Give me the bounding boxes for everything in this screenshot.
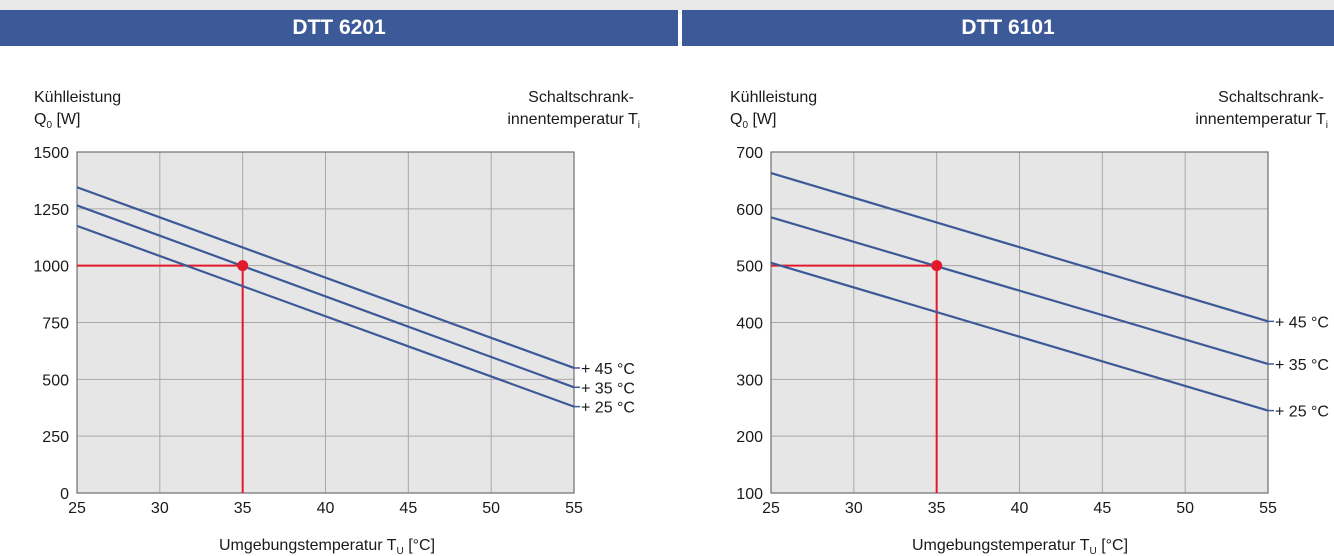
x-tick-label: 25	[68, 500, 86, 517]
x-tick-label: 40	[1011, 500, 1029, 517]
y-tick-label: 100	[736, 486, 763, 503]
x-tick-label: 35	[234, 500, 252, 517]
series-line	[76, 204, 575, 389]
x-tick-label: 30	[845, 500, 863, 517]
y-tick-label: 400	[736, 316, 763, 333]
x-tick-label: 30	[151, 500, 169, 517]
x-tick-label: 35	[928, 500, 946, 517]
x-tick-label: 50	[482, 500, 500, 517]
legend-title-line2: innentemperatur Ti	[1195, 111, 1328, 131]
series-label: + 25 °C	[581, 400, 635, 417]
x-tick-label: 25	[762, 500, 780, 517]
x-tick-label: 45	[399, 500, 417, 517]
chart-dtt-6201: Kühlleistung Q0 [W] Schaltschrank- innen…	[33, 89, 640, 556]
legend-title-line1: Schaltschrank-	[528, 89, 634, 106]
series-label: + 45 °C	[1275, 314, 1329, 331]
plot-border	[770, 151, 1269, 494]
y-axis-label-line2: Q0 [W]	[34, 111, 80, 131]
series-label: + 35 °C	[1275, 357, 1329, 374]
y-tick-label: 1000	[33, 259, 69, 276]
y-tick-label: 500	[42, 372, 69, 389]
x-tick-label: 50	[1176, 500, 1194, 517]
series-line	[770, 171, 1269, 323]
plot-area: 25 30 35 40 45 50 55 0 250 500 750 1000 1250 1500 + 45…	[33, 145, 635, 517]
series-label: + 25 °C	[1275, 404, 1329, 421]
y-tick-label: 250	[42, 429, 69, 446]
y-tick-label: 500	[736, 259, 763, 276]
legend-title-line2: innentemperatur Ti	[507, 111, 640, 131]
x-axis-label: Umgebungstemperatur TU [°C]	[219, 537, 435, 556]
series-line	[76, 224, 575, 408]
x-tick-label: 40	[317, 500, 335, 517]
y-tick-label: 200	[736, 429, 763, 446]
x-tick-label: 45	[1093, 500, 1111, 517]
series-line	[770, 216, 1269, 366]
chart-dtt-6101: Kühlleistung Q0 [W] Schaltschrank- innen…	[730, 89, 1329, 556]
panel-header-left: DTT 6201	[0, 10, 678, 46]
legend-title-line1: Schaltschrank-	[1218, 89, 1324, 106]
header-separator	[678, 10, 682, 46]
plot-area: 25 30 35 40 45 50 55 100 200 300 400 500 600 700 + 45 …	[736, 145, 1329, 517]
reference-point	[931, 260, 943, 272]
y-axis-label-line1: Kühlleistung	[34, 89, 121, 106]
reference-point	[237, 260, 249, 272]
x-axis-label: Umgebungstemperatur TU [°C]	[912, 537, 1128, 556]
series-label: + 35 °C	[581, 380, 635, 397]
y-axis-label-line1: Kühlleistung	[730, 89, 817, 106]
y-tick-label: 1250	[33, 202, 69, 219]
series-line	[76, 186, 575, 370]
x-tick-label: 55	[1259, 500, 1277, 517]
y-tick-label: 700	[736, 145, 763, 162]
y-tick-label: 750	[42, 316, 69, 333]
y-tick-label: 1500	[33, 145, 69, 162]
y-tick-label: 300	[736, 372, 763, 389]
x-tick-label: 55	[565, 500, 583, 517]
plot-border	[76, 151, 575, 494]
y-tick-label: 600	[736, 202, 763, 219]
series-label: + 45 °C	[581, 361, 635, 378]
series-line	[770, 261, 1269, 412]
y-tick-label: 0	[60, 486, 69, 503]
y-axis-label-line2: Q0 [W]	[730, 111, 776, 131]
panel-header-right: DTT 6101	[682, 10, 1334, 46]
